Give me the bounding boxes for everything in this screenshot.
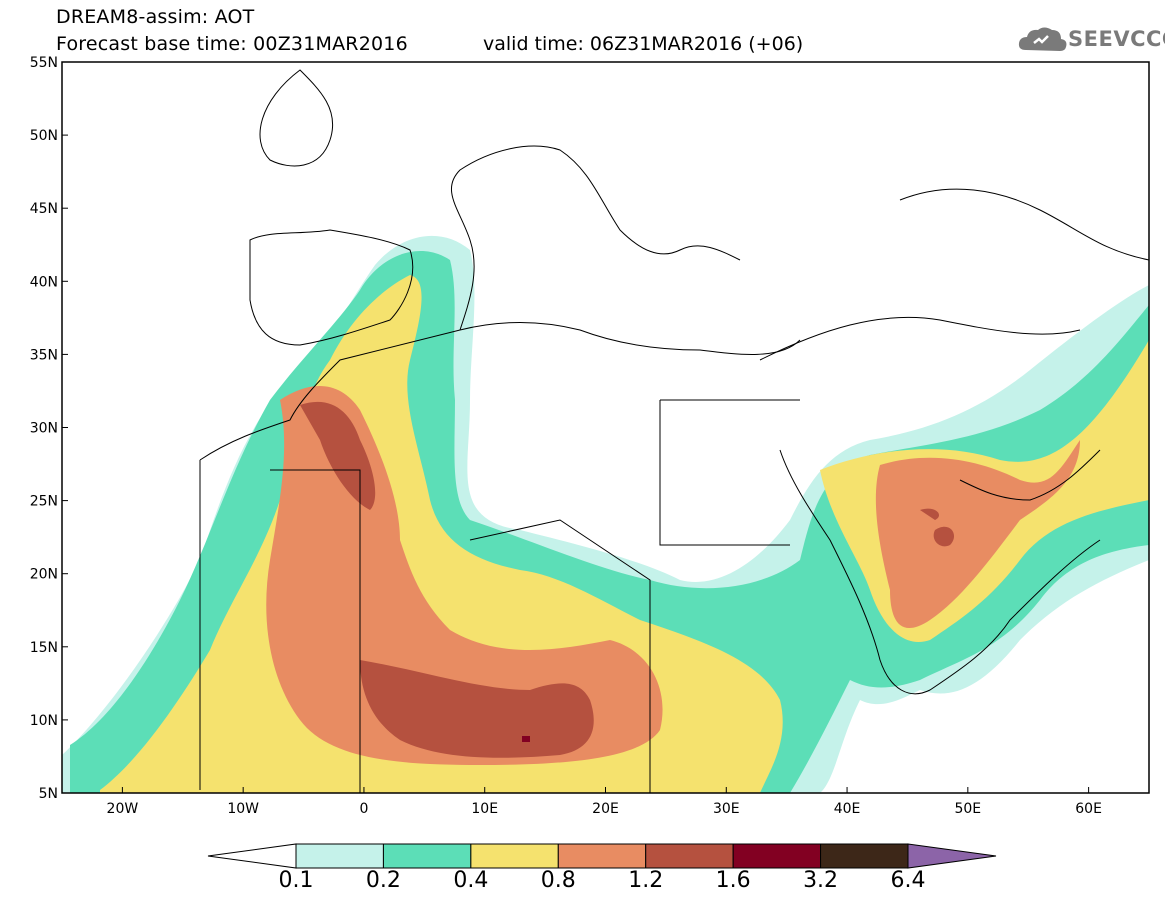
colorbar-level-label: 0.4 (453, 868, 489, 893)
logo-text: SEEVCCC (1068, 27, 1165, 51)
lat-tick-label: 5N (39, 786, 58, 802)
lon-tick-label: 30E (713, 801, 740, 817)
colorbar-level-label: 1.6 (715, 868, 751, 893)
aot-band-1.2c (920, 508, 955, 547)
lat-tick-label: 10N (30, 713, 58, 729)
lon-tick-label: 0 (359, 801, 368, 817)
colorbar-swatch (732, 843, 822, 869)
lat-tick-label: 55N (30, 55, 58, 71)
colorbar-swatch (470, 843, 559, 869)
lat-tick-label: 40N (30, 274, 58, 290)
lat-tick-label: 35N (30, 347, 58, 363)
lat-tick-label: 45N (30, 201, 58, 217)
base-time: Forecast base time: 00Z31MAR2016 (56, 33, 408, 55)
lat-tick-label: 30N (30, 421, 58, 437)
colorbar-swatch (645, 843, 734, 869)
lat-tick-label: 50N (30, 128, 58, 144)
aot-band-1.2 (300, 401, 376, 510)
valid-time: valid time: 06Z31MAR2016 (+06) (483, 33, 804, 55)
colorbar-swatch (382, 843, 472, 869)
map-title: DREAM8-assim: AOT (56, 6, 255, 28)
aot-band-1.2b (360, 660, 594, 758)
colorbar-level-label: 0.2 (365, 868, 401, 893)
colorbar-level-label: 3.2 (803, 868, 839, 893)
latitude-axis: 55N 50N 45N 40N 35N 30N 25N 20N 15N 10N 5N (30, 55, 68, 802)
lon-tick-label: 10W (227, 801, 259, 817)
colorbar-swatch (820, 843, 909, 869)
lon-tick-label: 20W (107, 801, 139, 817)
lon-tick-label: 20E (592, 801, 619, 817)
lon-tick-label: 50E (954, 801, 981, 817)
colorbar-swatch (295, 843, 384, 869)
lat-tick-label: 20N (30, 567, 58, 583)
colorbar (207, 843, 997, 869)
lon-tick-label: 10E (471, 801, 498, 817)
dust-field (62, 235, 1149, 793)
aot-band-0.8b (875, 440, 1080, 629)
lon-tick-label: 60E (1075, 801, 1102, 817)
colorbar-low-triangle (207, 843, 297, 869)
colorbar-level-label: 0.1 (278, 868, 314, 893)
colorbar-level-label: 1.2 (628, 868, 664, 893)
cloud-logo-icon (1018, 27, 1067, 51)
lon-tick-label: 40E (834, 801, 861, 817)
lat-tick-label: 25N (30, 494, 58, 510)
colorbar-level-label: 6.4 (890, 868, 926, 893)
coastlines (199, 69, 1149, 793)
lat-tick-label: 15N (30, 640, 58, 656)
colorbar-level-label: 0.8 (540, 868, 576, 893)
longitude-axis: 20W 10W 0 10E 20E 30E 40E 50E 60E (107, 787, 1102, 817)
colorbar-high-triangle (907, 843, 997, 869)
colorbar-swatch (557, 843, 647, 869)
aot-band-1.6 (522, 736, 530, 742)
